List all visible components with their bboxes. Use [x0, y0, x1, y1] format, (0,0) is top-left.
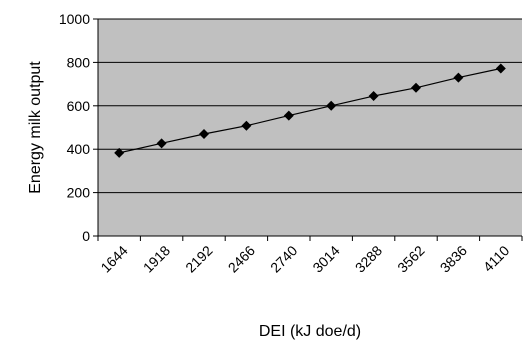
plot-area [98, 19, 522, 236]
x-tick-label: 3288 [352, 242, 385, 275]
x-tick-label: 2740 [267, 242, 300, 275]
y-axis-title: Energy milk output [27, 61, 44, 194]
x-tick-label: 4110 [480, 242, 513, 275]
x-tick-label: 1644 [97, 242, 130, 275]
x-tick-label: 2466 [225, 242, 258, 275]
y-tick-label: 200 [67, 185, 91, 201]
x-tick-label: 3562 [394, 242, 427, 275]
axes [93, 18, 523, 241]
y-tick-label: 1000 [59, 11, 90, 27]
data-point [495, 63, 506, 74]
series [114, 63, 506, 158]
data-point [199, 129, 209, 140]
gridlines [98, 18, 522, 194]
x-tick-label: 3014 [309, 242, 342, 275]
plot-background [98, 19, 522, 236]
y-tick-label: 800 [67, 54, 91, 70]
data-point [453, 72, 464, 83]
x-tick-label: 1918 [140, 242, 173, 275]
series-line [119, 67, 501, 154]
x-tick-label: 3836 [437, 242, 470, 275]
data-point [368, 91, 379, 102]
y-tick-label: 0 [82, 228, 90, 244]
y-tick-label: 400 [67, 141, 91, 157]
y-tick-label: 600 [67, 98, 91, 114]
data-point [156, 138, 167, 149]
data-point [326, 100, 337, 111]
x-axis-title: DEI (kJ doe/d) [259, 323, 361, 340]
data-point [411, 82, 421, 93]
data-point [114, 147, 125, 158]
data-point [241, 120, 252, 131]
x-tick-label: 2192 [182, 242, 215, 275]
data-point [283, 110, 294, 121]
